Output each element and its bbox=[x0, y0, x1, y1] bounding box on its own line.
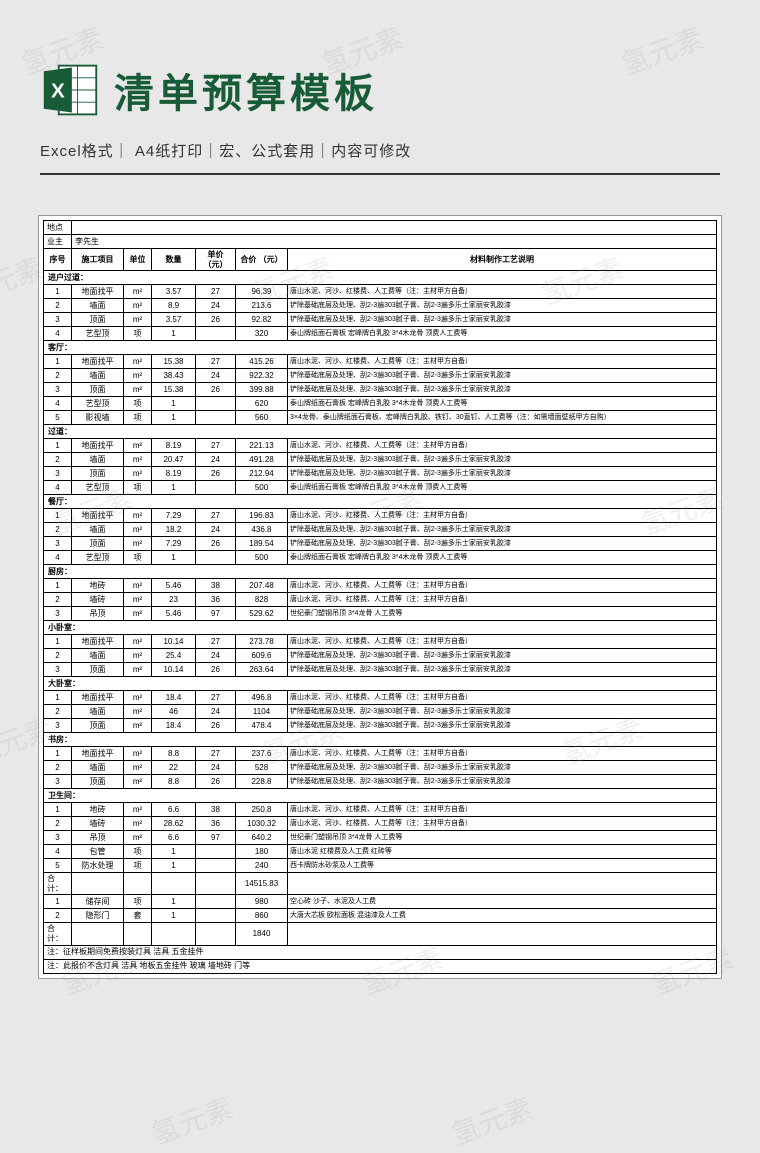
table-row: 1地面找平m²8.1927221.13唐山水泥、河沙、红楼费、人工费等（注：主材… bbox=[44, 439, 717, 453]
table-row: 2墙面m²18.224436.8铲除基础底层及处理、刮2-3遍303腻子膏、刮2… bbox=[44, 523, 717, 537]
table-row: 2墙砖m²2336828唐山水泥、河沙、红楼费、人工费等（注：主材甲方自备） bbox=[44, 593, 717, 607]
table-row: 4包管项1180唐山水泥 红楼费及人工费 红砖等 bbox=[44, 845, 717, 859]
table-row: 4艺型顶项1500泰山牌纸面石膏板 宏峰牌白乳胶 3*4木龙骨 顶费人工费等 bbox=[44, 551, 717, 565]
table-row: 1地面找平m²15.3827415.26唐山水泥、河沙、红楼费、人工费等（注：主… bbox=[44, 355, 717, 369]
page-subtitle: Excel格式｜ A4纸打印｜宏、公式套用｜内容可修改 bbox=[40, 140, 720, 161]
excel-icon: X bbox=[40, 60, 100, 120]
table-row: 1储存间项1980空心砖 沙子、水泥及人工费 bbox=[44, 895, 717, 909]
svg-text:X: X bbox=[51, 80, 65, 103]
table-row: 1地面找平m²7.2927196.83唐山水泥、河沙、红楼费、人工费等（注：主材… bbox=[44, 509, 717, 523]
table-row: 过道： bbox=[44, 425, 717, 439]
table-row: 注：此报价不含灯具 洁具 地板五金挂件 玻璃 墙地砖 门等 bbox=[44, 959, 717, 973]
table-row: 大卧室： bbox=[44, 677, 717, 691]
table-row: 3顶面m²15.3826399.88铲除基础底层及处理、刮2-3遍303腻子膏、… bbox=[44, 383, 717, 397]
table-row: 餐厅： bbox=[44, 495, 717, 509]
table-row: 合计：14515.83 bbox=[44, 873, 717, 895]
table-row: 业主李先生 bbox=[44, 235, 717, 249]
table-row: 4艺型顶项1320泰山牌纸面石膏板 宏峰牌白乳胶 3*4木龙骨 顶费人工费等 bbox=[44, 327, 717, 341]
table-row: 5影视墙项15603×4龙骨、泰山牌纸面石膏板、宏峰牌白乳胶、铁钉、30直钉、人… bbox=[44, 411, 717, 425]
wm: 氢元素 bbox=[146, 1087, 239, 1153]
divider bbox=[40, 173, 720, 175]
table-row: 1地砖m²6.638250.8唐山水泥、河沙、红楼费、人工费等（注：主材甲方自备… bbox=[44, 803, 717, 817]
wm: 氢元素 bbox=[446, 1087, 539, 1153]
table-row: 3顶面m²7.2926189.54铲除基础底层及处理、刮2-3遍303腻子膏、刮… bbox=[44, 537, 717, 551]
table-row: 2墙面m²25.424609.6铲除基础底层及处理、刮2-3遍303腻子膏、刮2… bbox=[44, 649, 717, 663]
table-row: 4艺型顶项1620泰山牌纸面石膏板 宏峰牌白乳胶 3*4木龙骨 顶费人工费等 bbox=[44, 397, 717, 411]
table-row: 1地砖m²5.4638207.48唐山水泥、河沙、红楼费、人工费等（注：主材甲方… bbox=[44, 579, 717, 593]
table-row: 小卧室： bbox=[44, 621, 717, 635]
table-row: 3吊顶m²6.697640.2世纪豪门塑钢吊顶 3*4龙骨 人工费等 bbox=[44, 831, 717, 845]
table-row: 地点 bbox=[44, 221, 717, 235]
table-row: 厨房： bbox=[44, 565, 717, 579]
table-row: 注：征样板期间免费按装灯具 洁具 五金挂件 bbox=[44, 945, 717, 959]
table-row: 3顶面m²8.826228.8铲除基础底层及处理、刮2-3遍303腻子膏、刮2-… bbox=[44, 775, 717, 789]
table-row: 合计：1840 bbox=[44, 923, 717, 945]
table-row: 2墙面m²38.4324922.32铲除基础底层及处理、刮2-3遍303腻子膏、… bbox=[44, 369, 717, 383]
table-row: 进户过道： bbox=[44, 271, 717, 285]
table-row: 书房： bbox=[44, 733, 717, 747]
table-row: 2墙面m²20.4724491.28铲除基础底层及处理、刮2-3遍303腻子膏、… bbox=[44, 453, 717, 467]
table-row: 3吊顶m²5.4697529.62世纪豪门塑钢吊顶 3*4龙骨 人工费等 bbox=[44, 607, 717, 621]
table-row: 4艺型顶项1500泰山牌纸面石膏板 宏峰牌白乳胶 3*4木龙骨 顶费人工费等 bbox=[44, 481, 717, 495]
page-title: 清单预算模板 bbox=[114, 61, 378, 119]
table-row: 卫生间： bbox=[44, 789, 717, 803]
table-row: 3顶面m²8.1926212.94铲除基础底层及处理、刮2-3遍303腻子膏、刮… bbox=[44, 467, 717, 481]
table-row: 2墙面m²8.924213.6铲除基础底层及处理、刮2-3遍303腻子膏、刮2-… bbox=[44, 299, 717, 313]
table-row: 客厅： bbox=[44, 341, 717, 355]
table-row: 1地面找平m²3.572796.39唐山水泥、河沙、红楼费、人工费等（注：主材甲… bbox=[44, 285, 717, 299]
table-row: 5防水处理项1240西卡牌防水砂浆及人工费等 bbox=[44, 859, 717, 873]
page-header: X 清单预算模板 Excel格式｜ A4纸打印｜宏、公式套用｜内容可修改 bbox=[0, 0, 760, 185]
spreadsheet-preview: 地点业主李先生序号施工项目单位数量单价 （元）合价 （元）材料制作工艺说明进户过… bbox=[38, 215, 722, 979]
budget-table: 地点业主李先生序号施工项目单位数量单价 （元）合价 （元）材料制作工艺说明进户过… bbox=[43, 220, 717, 974]
table-row: 3顶面m²3.572692.82铲除基础底层及处理、刮2-3遍303腻子膏、刮2… bbox=[44, 313, 717, 327]
table-row: 2墙砖m²28.62361030.32唐山水泥、河沙、红楼费、人工费等（注：主材… bbox=[44, 817, 717, 831]
table-row: 2隐形门套1860大唐大芯板 欧松面板 混油漆及人工费 bbox=[44, 909, 717, 923]
table-row: 2墙面m²46241104铲除基础底层及处理、刮2-3遍303腻子膏、刮2-3遍… bbox=[44, 705, 717, 719]
table-row: 1地面找平m²18.427496.8唐山水泥、河沙、红楼费、人工费等（注：主材甲… bbox=[44, 691, 717, 705]
table-row: 3顶面m²10.1426263.64铲除基础底层及处理、刮2-3遍303腻子膏、… bbox=[44, 663, 717, 677]
table-row: 3顶面m²18.426478.4铲除基础底层及处理、刮2-3遍303腻子膏、刮2… bbox=[44, 719, 717, 733]
table-row: 1地面找平m²8.827237.6唐山水泥、河沙、红楼费、人工费等（注：主材甲方… bbox=[44, 747, 717, 761]
table-row: 2墙面m²2224528铲除基础底层及处理、刮2-3遍303腻子膏、刮2-3遍多… bbox=[44, 761, 717, 775]
table-row: 序号施工项目单位数量单价 （元）合价 （元）材料制作工艺说明 bbox=[44, 249, 717, 271]
table-row: 1地面找平m²10.1427273.78唐山水泥、河沙、红楼费、人工费等（注：主… bbox=[44, 635, 717, 649]
